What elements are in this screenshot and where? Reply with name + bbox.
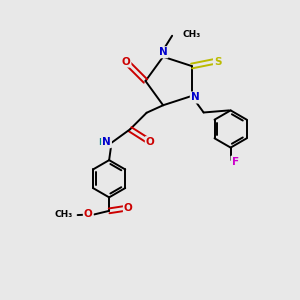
Text: CH₃: CH₃ <box>183 30 201 39</box>
Text: O: O <box>122 56 130 67</box>
Text: CH₃: CH₃ <box>55 210 73 219</box>
Text: O: O <box>146 137 154 147</box>
Text: O: O <box>124 203 133 213</box>
Text: O: O <box>84 209 93 219</box>
Text: F: F <box>232 157 239 167</box>
Text: N: N <box>191 92 200 103</box>
Text: H: H <box>98 138 106 147</box>
Text: N: N <box>159 47 167 57</box>
Text: S: S <box>214 56 221 67</box>
Text: N: N <box>102 137 111 147</box>
